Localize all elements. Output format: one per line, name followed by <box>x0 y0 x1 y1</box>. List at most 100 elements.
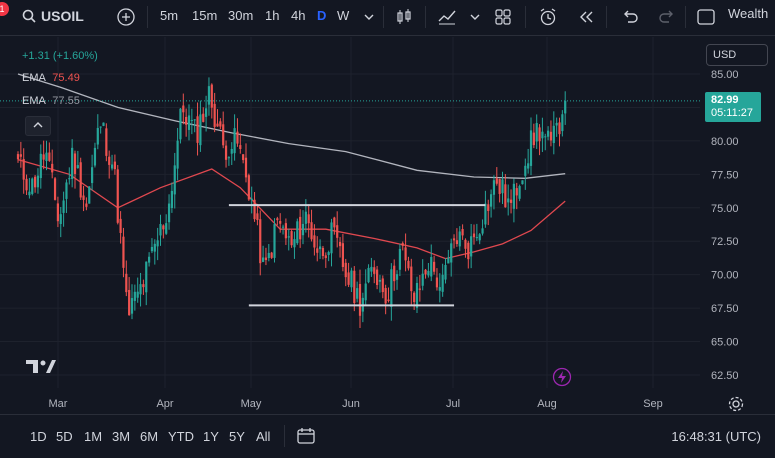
interval-15m[interactable]: 15m <box>192 8 218 23</box>
currency-select[interactable]: USD <box>706 44 768 66</box>
candle-body <box>555 122 558 126</box>
range-6m[interactable]: 6M <box>140 429 159 444</box>
interval-5m[interactable]: 5m <box>160 8 179 23</box>
candle-body <box>65 182 68 199</box>
interval-1h[interactable]: 1h <box>265 8 280 23</box>
candle-body <box>19 154 22 157</box>
candle-body <box>202 113 205 122</box>
candle-body <box>313 235 316 248</box>
candle-body <box>199 114 202 146</box>
bottom-toolbar: 1D 5D 1M 3M 6M YTD 1Y 5Y All 16:48:31 (U… <box>0 414 775 458</box>
replay-icon[interactable] <box>576 7 596 27</box>
fullscreen-icon[interactable] <box>696 7 716 27</box>
range-1y[interactable]: 1Y <box>203 429 219 444</box>
layout-grid-icon[interactable] <box>493 7 513 27</box>
undo-icon[interactable] <box>620 7 640 27</box>
currency-label: USD <box>713 49 737 61</box>
ema-slow-value: 77.55 <box>52 95 80 107</box>
candle-body <box>222 124 225 146</box>
collapse-legend-button[interactable] <box>25 116 51 136</box>
candle-body <box>76 165 79 169</box>
candle-body <box>16 154 20 160</box>
chevron-down-icon[interactable] <box>465 7 485 27</box>
settings-gear-icon[interactable] <box>727 395 745 413</box>
candle-body <box>230 148 233 154</box>
candle-body <box>413 292 416 303</box>
candle-body <box>139 284 142 295</box>
range-all[interactable]: All <box>256 429 271 444</box>
top-toolbar: 1 USOIL 5m 15m 30m 1h 4h D W Wealth <box>0 0 775 36</box>
interval-w[interactable]: W <box>337 8 350 23</box>
interval-30m[interactable]: 30m <box>228 8 254 23</box>
candle-body <box>25 178 28 191</box>
utc-clock[interactable]: 16:48:31 (UTC) <box>671 429 761 444</box>
ema-fast-line <box>17 158 566 260</box>
candle-body <box>404 247 407 261</box>
range-1m[interactable]: 1M <box>84 429 103 444</box>
range-5y[interactable]: 5Y <box>229 429 245 444</box>
range-5d[interactable]: 5D <box>56 429 73 444</box>
range-3m[interactable]: 3M <box>112 429 131 444</box>
alert-clock-icon[interactable] <box>538 7 558 27</box>
candle-body <box>296 221 299 244</box>
candle-body <box>472 233 476 238</box>
candle-body <box>262 257 265 262</box>
candle-body <box>102 122 105 126</box>
candle-body <box>145 261 148 293</box>
candle-body <box>438 287 441 291</box>
chart-legend: +1.31 (+1.60%) <box>22 50 98 62</box>
candle-body <box>452 238 456 241</box>
candle-body <box>170 190 173 208</box>
interval-d[interactable]: D <box>317 8 327 23</box>
last-price-tag: 82.99 05:11:27 <box>705 92 761 122</box>
candle-body <box>552 125 555 144</box>
notification-badge[interactable]: 1 <box>0 2 9 16</box>
candle-body <box>156 240 159 247</box>
candle-body <box>253 199 256 220</box>
candle-body <box>541 131 544 139</box>
candle-body <box>427 270 430 276</box>
compare-add-icon[interactable] <box>116 7 136 27</box>
price-change: +1.31 (+1.60%) <box>22 50 98 62</box>
y-tick-label: 65.00 <box>711 337 739 349</box>
lightning-icon[interactable] <box>552 367 572 387</box>
interval-4h[interactable]: 4h <box>291 8 306 23</box>
ema-slow-legend[interactable]: EMA 77.55 <box>22 95 80 107</box>
candle-body <box>267 252 270 259</box>
candle-body <box>304 211 307 224</box>
candle-body <box>395 274 399 280</box>
candle-body <box>82 195 85 200</box>
candles-icon[interactable] <box>394 7 414 27</box>
tradingview-logo[interactable] <box>26 358 56 376</box>
symbol-search[interactable]: USOIL <box>22 8 84 24</box>
redo-icon[interactable] <box>657 7 677 27</box>
candle-body <box>558 122 561 135</box>
candle-body <box>455 240 458 245</box>
candle-body <box>299 216 302 240</box>
candle-body <box>51 163 54 173</box>
range-ytd[interactable]: YTD <box>168 429 194 444</box>
candle-body <box>71 147 74 180</box>
indicators-icon[interactable] <box>437 7 457 27</box>
range-1d[interactable]: 1D <box>30 429 47 444</box>
chevron-down-icon[interactable] <box>359 7 379 27</box>
candle-body <box>515 188 518 196</box>
candle-body <box>244 157 248 178</box>
candle-body <box>142 284 145 288</box>
candle-body <box>524 165 527 176</box>
account-name[interactable]: Wealth <box>728 6 769 21</box>
candle-body <box>119 218 122 233</box>
date-range-icon[interactable] <box>296 426 316 446</box>
candle-body <box>378 279 382 282</box>
divider <box>685 6 686 28</box>
candle-body <box>59 214 62 224</box>
candle-body <box>167 203 171 223</box>
candle-body <box>45 152 48 162</box>
candle-body <box>93 147 97 166</box>
candle-body <box>273 224 276 258</box>
candle-body <box>79 162 82 198</box>
price-chart[interactable]: 85.0082.5080.0077.5075.0072.5070.0067.50… <box>0 37 775 414</box>
candle-body <box>162 225 165 230</box>
ema-fast-legend[interactable]: EMA 75.49 <box>22 72 80 84</box>
candle-body <box>333 217 336 228</box>
